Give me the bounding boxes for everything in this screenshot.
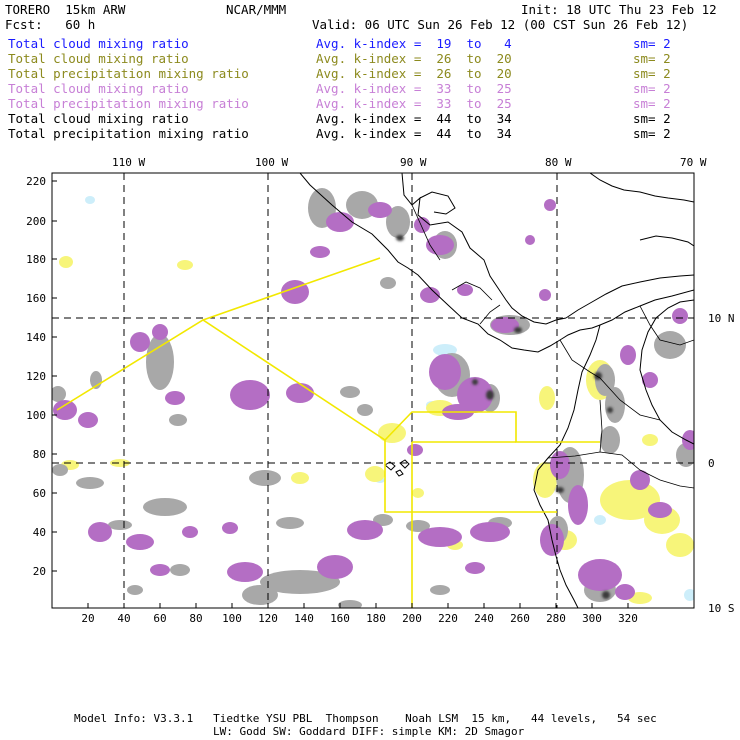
legend-field: Total cloud mixing ratio xyxy=(8,51,189,66)
legend-field: Total cloud mixing ratio xyxy=(8,81,189,96)
legend-kindex: Avg. k-index = 19 to 4 xyxy=(316,36,512,51)
y-tick-label: 160 xyxy=(26,292,46,305)
dark-precip-cores xyxy=(396,235,613,599)
y-tick-label: 60 xyxy=(33,487,46,500)
legend-sm: sm= 2 xyxy=(633,36,671,51)
legend-field: Total cloud mixing ratio xyxy=(8,111,189,126)
x-tick-label: 40 xyxy=(117,612,130,625)
legend-field: Total precipitation mixing ratio xyxy=(8,126,249,141)
y-index-labels: 220 200 180 160 140 120 100 80 60 40 20 xyxy=(26,175,46,578)
legend-sm: sm= 2 xyxy=(633,126,671,141)
y-tick-label: 220 xyxy=(26,175,46,188)
y-tick-label: 80 xyxy=(33,448,46,461)
lat-label: 10 N xyxy=(708,312,735,325)
model-info-line2: LW: Godd SW: Goddard DIFF: simple KM: 2D… xyxy=(213,725,525,738)
legend-kindex: Avg. k-index = 26 to 20 xyxy=(316,66,512,81)
legend-field: Total precipitation mixing ratio xyxy=(8,96,249,111)
y-tick-label: 120 xyxy=(26,370,46,383)
y-tick-label: 40 xyxy=(33,526,46,539)
lat-label: 0 xyxy=(708,457,715,470)
model-title: TORERO 15km ARW xyxy=(5,2,126,17)
purple-cloud-areas xyxy=(53,199,694,600)
x-tick-label: 100 xyxy=(222,612,242,625)
longitude-labels: 110 W 100 W 90 W 80 W 70 W xyxy=(112,156,707,169)
x-tick-label: 140 xyxy=(294,612,314,625)
x-tick-label: 120 xyxy=(258,612,278,625)
y-tick-label: 20 xyxy=(33,565,46,578)
y-tick-label: 200 xyxy=(26,215,46,228)
x-tick-label: 240 xyxy=(474,612,494,625)
x-tick-label: 180 xyxy=(366,612,386,625)
legend-kindex: Avg. k-index = 44 to 34 xyxy=(316,126,512,141)
x-tick-label: 60 xyxy=(153,612,166,625)
lon-label: 110 W xyxy=(112,156,145,169)
forecast-hour: Fcst: 60 h xyxy=(5,17,96,32)
init-time: Init: 18 UTC Thu 23 Feb 12 xyxy=(521,2,717,17)
lon-label: 70 W xyxy=(680,156,707,169)
x-tick-label: 220 xyxy=(438,612,458,625)
legend-kindex: Avg. k-index = 33 to 25 xyxy=(316,96,512,111)
latitude-labels: 10 N 0 10 S xyxy=(708,312,735,615)
yellow-cloud-areas xyxy=(59,256,694,604)
legend-field: Total cloud mixing ratio xyxy=(8,36,189,51)
x-tick-label: 300 xyxy=(582,612,602,625)
lon-label: 90 W xyxy=(400,156,427,169)
coastlines xyxy=(299,173,694,608)
x-tick-label: 260 xyxy=(510,612,530,625)
y-tick-label: 180 xyxy=(26,253,46,266)
legend-sm: sm= 2 xyxy=(633,81,671,96)
legend-sm: sm= 2 xyxy=(633,96,671,111)
x-tick-label: 160 xyxy=(330,612,350,625)
org-label: NCAR/MMM xyxy=(226,2,287,17)
legend-field: Total precipitation mixing ratio xyxy=(8,66,249,81)
model-info-line1: Model Info: V3.3.1 Tiedtke YSU PBL Thomp… xyxy=(74,712,657,725)
x-tick-label: 280 xyxy=(546,612,566,625)
valid-time: Valid: 06 UTC Sun 26 Feb 12 (00 CST Sun … xyxy=(312,17,689,32)
flight-track xyxy=(56,257,600,608)
y-tick-label: 100 xyxy=(26,409,46,422)
lon-label: 80 W xyxy=(545,156,572,169)
legend-sm: sm= 2 xyxy=(633,111,671,126)
x-index-labels: 20 40 60 80 100 120 140 160 180 200 220 … xyxy=(81,612,638,625)
map-frame xyxy=(51,172,695,609)
lat-label: 10 S xyxy=(708,602,735,615)
legend-kindex: Avg. k-index = 33 to 25 xyxy=(316,81,512,96)
tick-marks xyxy=(52,180,629,608)
legend-sm: sm= 2 xyxy=(633,66,671,81)
lon-label: 100 W xyxy=(255,156,288,169)
legend-kindex: Avg. k-index = 44 to 34 xyxy=(316,111,512,126)
y-tick-label: 140 xyxy=(26,331,46,344)
x-tick-label: 320 xyxy=(618,612,638,625)
legend-sm: sm= 2 xyxy=(633,51,671,66)
x-tick-label: 20 xyxy=(81,612,94,625)
legend-kindex: Avg. k-index = 26 to 20 xyxy=(316,51,512,66)
x-tick-label: 80 xyxy=(189,612,202,625)
x-tick-label: 200 xyxy=(402,612,422,625)
